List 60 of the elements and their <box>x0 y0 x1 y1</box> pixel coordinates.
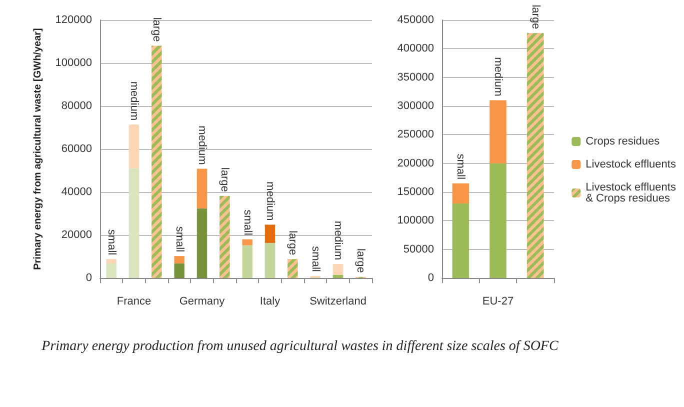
bar <box>106 259 116 264</box>
data-label: medium <box>128 81 140 120</box>
data-label: large <box>354 248 367 273</box>
y-tick-label: 0 <box>86 272 92 284</box>
y-tick-label: 350000 <box>397 71 434 84</box>
bar <box>196 168 208 208</box>
data-label: small <box>454 154 467 180</box>
y-tick-label: 40000 <box>61 186 92 198</box>
bar <box>264 224 276 243</box>
data-label: large <box>150 17 163 42</box>
y-tick-label: 450000 <box>397 14 434 26</box>
y-tick-label: 20000 <box>61 229 92 241</box>
y-tick-label: 100000 <box>55 57 92 69</box>
bar <box>490 163 506 278</box>
data-label: medium <box>264 182 276 221</box>
bar <box>106 263 116 278</box>
y-tick-label: 0 <box>428 272 434 284</box>
bar <box>264 242 276 278</box>
y-tick-label: 150000 <box>397 186 434 198</box>
data-label: large <box>218 167 231 192</box>
data-label: medium <box>492 57 504 96</box>
data-label: large <box>286 230 299 256</box>
data-label: medium <box>332 220 344 260</box>
legend-label: Crops residues <box>586 136 660 148</box>
y-tick-label: 80000 <box>61 100 92 112</box>
x-tick-label: France <box>116 296 152 308</box>
bar <box>452 183 470 204</box>
legend-label: Livestock effluents & Crops residues <box>586 182 680 204</box>
data-label: small <box>309 246 322 272</box>
y-tick-label: 300000 <box>397 100 434 112</box>
x-tick-label: Italy <box>260 296 281 308</box>
y-tick-label: 400000 <box>397 42 434 55</box>
data-label: small <box>173 226 186 252</box>
bar <box>242 245 252 278</box>
bar <box>174 263 184 278</box>
bar <box>174 256 184 264</box>
y-tick-label: 120000 <box>55 14 92 26</box>
y-tick-label: 50000 <box>403 243 434 256</box>
bar <box>332 274 344 278</box>
bar <box>452 203 470 278</box>
x-tick-label: Switzerland <box>310 296 366 308</box>
bar <box>242 239 252 246</box>
y-tick-label: 200000 <box>397 157 434 170</box>
y-tick-label: 250000 <box>397 128 434 141</box>
bar <box>128 124 140 168</box>
bar <box>196 208 208 278</box>
data-label: large <box>529 4 542 30</box>
y-tick-label: 60000 <box>61 143 92 155</box>
bar <box>332 264 344 275</box>
bar <box>128 168 140 278</box>
x-tick-label: EU-27 <box>482 296 514 308</box>
data-label: small <box>105 229 118 256</box>
data-label: small <box>241 210 254 236</box>
legend-label: Livestock effluents <box>586 158 676 170</box>
x-tick-label: Germany <box>179 296 226 308</box>
y-axis-title: Primary energy from agricultural waste [GWh/year] <box>32 28 44 270</box>
data-label: medium <box>196 126 208 165</box>
bar <box>490 100 506 164</box>
y-tick-label: 100000 <box>397 214 434 227</box>
text: Primary energy production from unused agricultural wastes in different size scales of SOFC <box>40 338 560 356</box>
